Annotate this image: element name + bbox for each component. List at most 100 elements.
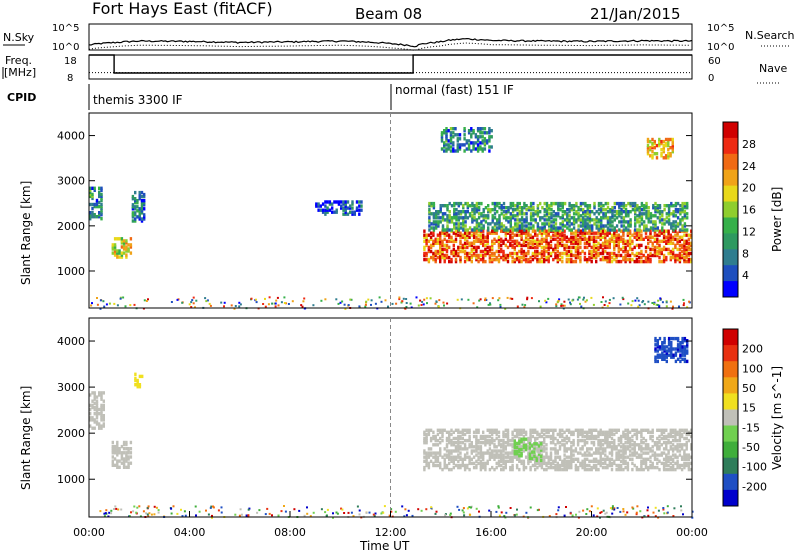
range-cell — [477, 441, 480, 445]
range-cell — [531, 463, 535, 468]
range-cell — [592, 434, 596, 439]
range-cell — [456, 298, 459, 301]
range-cell — [472, 455, 476, 459]
range-cell — [597, 212, 601, 216]
range-cell — [671, 247, 675, 252]
range-cell — [153, 505, 156, 508]
range-cell — [491, 226, 494, 230]
range-cell — [480, 201, 483, 206]
range-cell — [679, 210, 682, 214]
range-cell — [445, 436, 449, 441]
range-cell — [511, 245, 514, 250]
range-cell — [428, 212, 431, 216]
range-cell — [592, 457, 596, 461]
range-cell — [462, 224, 465, 228]
range-cell — [661, 228, 664, 232]
range-cell — [445, 465, 449, 470]
range-cell — [561, 461, 564, 466]
range-cell — [486, 235, 489, 239]
range-cell — [644, 463, 648, 468]
range-cell — [477, 255, 480, 260]
range-cell — [635, 259, 639, 264]
range-cell — [493, 237, 496, 241]
near-range-speckle — [90, 296, 691, 310]
range-cell — [638, 445, 641, 449]
range-cell — [440, 135, 444, 139]
range-cell — [592, 237, 596, 241]
range-cell — [649, 229, 652, 233]
range-cell — [125, 447, 128, 451]
range-cell — [597, 430, 600, 434]
range-cell — [681, 204, 684, 208]
range-cell — [669, 233, 672, 237]
range-cell — [271, 302, 274, 305]
range-cell — [681, 345, 684, 349]
range-cell — [482, 457, 485, 461]
range-cell — [638, 259, 641, 264]
range-cell — [461, 430, 464, 434]
range-cell — [540, 458, 543, 463]
range-cell — [453, 216, 456, 220]
range-cell — [349, 204, 352, 208]
range-cell — [99, 510, 102, 513]
range-cell — [611, 206, 614, 210]
range-cell — [335, 511, 338, 514]
range-cell — [633, 259, 636, 264]
range-cell — [633, 453, 636, 457]
range-cell — [89, 407, 92, 412]
range-cell — [613, 447, 616, 451]
range-cell — [658, 438, 661, 443]
range-cell — [687, 241, 691, 245]
range-cell — [534, 218, 537, 222]
range-cell — [671, 467, 675, 472]
range-cell — [672, 228, 675, 232]
range-cell — [649, 465, 652, 470]
range-cell — [540, 461, 544, 466]
range-cell — [568, 220, 571, 224]
range-cell — [435, 220, 438, 224]
range-cell — [483, 131, 487, 135]
range-cell — [116, 440, 119, 445]
range-cell — [498, 297, 501, 300]
range-cell — [140, 199, 144, 203]
range-cell — [398, 298, 401, 301]
range-cell — [662, 237, 666, 241]
range-cell — [425, 461, 428, 466]
range-cell — [455, 201, 458, 206]
range-cell — [611, 208, 614, 212]
range-cell — [631, 201, 635, 206]
range-cell — [690, 243, 693, 248]
range-cell — [482, 218, 485, 222]
range-cell — [470, 241, 473, 245]
range-cell — [540, 442, 543, 446]
range-cell — [131, 207, 135, 211]
range-cell — [459, 259, 462, 264]
range-cell — [455, 226, 458, 230]
range-cell — [534, 255, 537, 260]
range-cell — [647, 506, 649, 509]
range-cell — [454, 229, 458, 233]
range-cell — [602, 226, 605, 230]
range-cell — [335, 298, 338, 301]
range-cell — [436, 455, 440, 459]
range-cell — [520, 216, 524, 220]
range-cell — [125, 457, 128, 461]
range-cell — [583, 245, 587, 250]
range-cell — [118, 451, 121, 455]
range-cell — [595, 457, 598, 461]
range-cell — [554, 251, 557, 256]
range-cell — [678, 443, 682, 447]
range-cell — [514, 208, 517, 212]
range-cell — [445, 249, 449, 254]
range-cell — [669, 251, 672, 256]
range-cell — [687, 467, 691, 472]
range-cell — [525, 208, 528, 212]
range-cell — [441, 428, 444, 432]
range-cell — [617, 247, 620, 252]
range-cell — [604, 235, 607, 239]
range-cell — [624, 259, 627, 264]
range-cell — [680, 249, 684, 254]
range-cell — [599, 455, 602, 459]
noise-panel — [88, 23, 693, 51]
range-cell — [536, 430, 539, 434]
